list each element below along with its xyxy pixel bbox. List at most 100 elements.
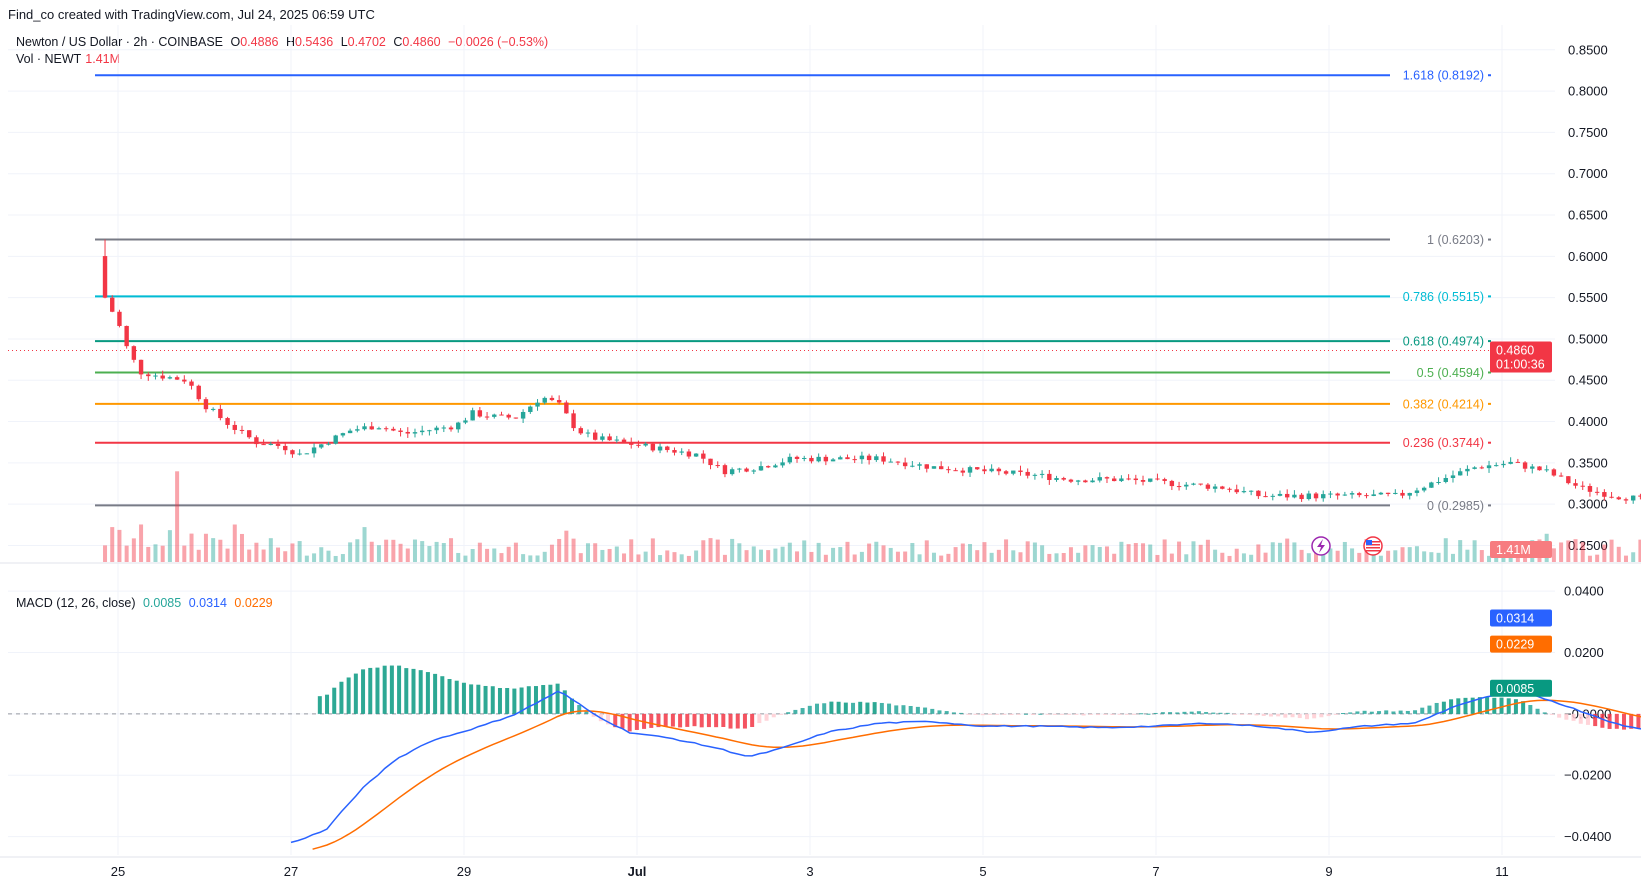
candle-body [571,413,576,429]
macd-histogram-bar [1427,705,1432,714]
candle-body [809,457,814,462]
candle-body [924,464,929,469]
volume-bar [1011,550,1016,562]
macd-legend-hist: 0.0085 [142,596,182,610]
macd-histogram-bar [548,684,553,714]
candle-body [1544,469,1549,471]
candle-body [1558,475,1564,477]
volume-bar [1047,553,1052,562]
macd-histogram-bar [1218,712,1223,714]
volume-bar [146,546,151,562]
volume-bar [658,555,663,562]
volume-bar [795,551,800,562]
candle-body [838,457,843,460]
macd-histogram-bar [404,668,409,714]
flag-icon-stripe [1366,550,1380,552]
us-flag-event-icon[interactable] [1363,536,1383,556]
candle-body [1263,496,1268,498]
macd-histogram-bar [843,702,848,714]
volume-legend-label: Vol · NEWT [16,52,82,66]
candle-body [290,450,295,455]
candle-body [124,325,129,347]
fib-level-label: 0.5 (0.4594) [1417,366,1484,380]
price-axis-tick-label: 0.5500 [1568,290,1608,305]
macd-histogram-bar [411,668,416,714]
macd-histogram-bar [1377,711,1382,714]
volume-bar [571,538,576,562]
volume-bar [895,551,900,562]
macd-histogram-bar [771,713,776,718]
macd-histogram-bar [937,710,942,714]
macd-histogram-bar [1333,713,1338,715]
volume-bar [1025,541,1030,562]
volume-bar [333,555,338,562]
volume-bar [751,546,756,562]
macd-histogram-bar [663,713,668,727]
candle-body [794,456,800,459]
macd-histogram-bar [1384,710,1389,714]
candle-body [592,432,598,440]
volume-legend[interactable]: Vol · NEWT 1.41M [16,52,120,66]
candle-body [1551,469,1557,476]
candle-body [1061,478,1066,480]
price-axis-tick-label: 0.6000 [1568,249,1608,264]
ohlc-low-value: 0.4702 [347,35,386,49]
macd-histogram-bar [973,713,978,715]
lightning-icon-glyph [1317,539,1325,553]
candle-body [138,359,144,375]
candle-body [1508,461,1513,464]
macd-legend[interactable]: MACD (12, 26, close) 0.0085 0.0314 0.022… [16,596,273,610]
volume-bar [1465,549,1470,562]
candle-body [1025,471,1030,476]
volume-bar [276,547,281,562]
macd-histogram-bar [591,713,596,717]
candle-body [1184,484,1189,487]
volume-bar [773,548,778,562]
candle-body [1328,493,1333,495]
volume-bar [254,542,259,562]
macd-histogram-bar [1398,710,1403,714]
macd-histogram-bar [714,713,719,728]
symbol-legend[interactable]: Newton / US Dollar · 2h · COINBASE O0.48… [16,35,548,49]
macd-histogram-bar [1492,697,1497,714]
volume-bar [816,542,821,562]
macd-histogram-bar [1405,710,1410,714]
macd-histogram-bar [750,713,755,727]
volume-bar [139,524,144,562]
volume-bar [917,554,922,562]
macd-histogram-bar [1103,713,1108,715]
fib-level-label: 0.786 (0.5515) [1403,290,1484,304]
macd-histogram-bar [1189,711,1194,714]
candle-body [167,377,173,379]
symbol-title[interactable]: Newton / US Dollar · 2h · COINBASE [16,35,224,49]
candle-body [1256,490,1261,497]
volume-bar [355,539,360,562]
candle-body [1220,486,1225,489]
macd-histogram-bar [418,670,423,714]
volume-bar [701,540,706,562]
macd-histogram-bar [1535,708,1540,714]
volume-bar [189,533,194,562]
candle-body [283,445,288,451]
volume-bar [1191,541,1196,562]
volume-bar [622,553,627,562]
candle-body [556,400,562,403]
candle-body [513,417,519,419]
ohlc-close-value: 0.4860 [402,35,441,49]
volume-tag-bg [1490,541,1552,558]
volume-bar [578,553,583,562]
macd-histogram-bar [1304,713,1309,720]
price-axis-tick-label: 0.2500 [1568,538,1608,553]
lightning-event-icon[interactable] [1311,536,1331,556]
candle-body [189,381,194,386]
macd-histogram-bar [397,665,402,714]
macd-histogram-bar [923,707,928,714]
price-axis-tick-label: 0.7000 [1568,166,1608,181]
candle-body [665,446,670,451]
macd-histogram-bar [829,701,834,714]
macd-histogram-bar [1506,698,1511,714]
macd-histogram-bar [822,703,827,714]
macd-histogram-bar [353,673,358,714]
macd-histogram-bar [1485,697,1490,714]
